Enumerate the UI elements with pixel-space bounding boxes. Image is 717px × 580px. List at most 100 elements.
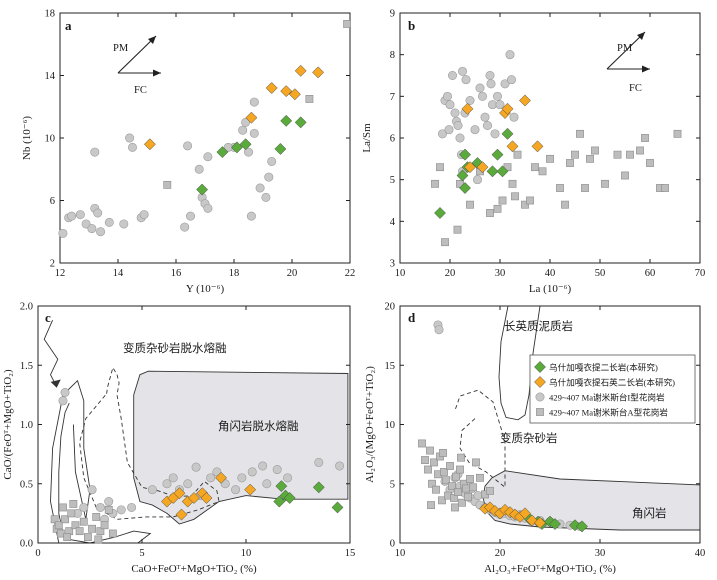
a-type-point bbox=[421, 456, 429, 464]
i-type-point bbox=[147, 485, 157, 495]
i-type-point bbox=[495, 100, 505, 110]
a-type-point bbox=[94, 535, 103, 544]
monzonite-point bbox=[283, 492, 296, 504]
qtz-monzonite-point bbox=[519, 507, 531, 520]
legend-marker bbox=[534, 376, 546, 388]
x-tick-label: 30 bbox=[595, 548, 606, 559]
legend-marker bbox=[534, 361, 546, 373]
i-type-point bbox=[241, 117, 251, 127]
y-tick-label: 2.0 bbox=[20, 302, 33, 313]
i-type-point bbox=[434, 325, 444, 335]
a-type-point bbox=[61, 515, 69, 524]
a-type-point bbox=[531, 163, 539, 172]
axes: 10 20 30 40 50 60 70 3 4 5 6 7 8 9 La (10⁻⁶) La/Sm bbox=[361, 9, 705, 296]
i-type-point bbox=[244, 147, 254, 157]
i-type-point bbox=[258, 461, 268, 471]
a-type-point bbox=[63, 533, 72, 541]
y-axis-label: Al₂O₃/(MgO+FeOᵀ+TiO₂) bbox=[364, 366, 376, 483]
a-type-point bbox=[513, 150, 522, 159]
i-type-point bbox=[116, 505, 126, 515]
a-type-point bbox=[450, 494, 458, 502]
a-type-point bbox=[428, 479, 436, 488]
a-type-point bbox=[538, 167, 547, 176]
i-type-point bbox=[283, 473, 293, 483]
x-tick-label: 70 bbox=[695, 268, 706, 279]
legend: 乌什加嘎衣提二长岩(本研究) 乌什加嘎衣提石英二长岩(本研究) 429~407 Ma… bbox=[529, 354, 696, 424]
a-type-point bbox=[556, 184, 564, 192]
i-type-point bbox=[506, 75, 516, 85]
a-type-point bbox=[458, 498, 466, 507]
i-type-point bbox=[249, 128, 259, 138]
y-tick-label: 20 bbox=[385, 302, 396, 313]
trend-curve bbox=[43, 320, 59, 387]
pm-arrow bbox=[606, 31, 646, 70]
a-type-point bbox=[440, 467, 448, 476]
legend-marker bbox=[535, 392, 545, 402]
monzonite-point bbox=[501, 127, 514, 140]
i-type-point bbox=[453, 121, 463, 131]
a-type-point bbox=[466, 475, 474, 483]
a-type-point bbox=[486, 209, 494, 217]
i-type-point bbox=[81, 219, 91, 229]
a-type-point bbox=[462, 484, 470, 493]
i-type-point bbox=[104, 497, 114, 507]
metagreywacke-field-label: 变质杂砂岩脱水熔融 bbox=[123, 341, 227, 355]
a-type-point bbox=[621, 171, 629, 180]
y-tick-label: 10 bbox=[45, 134, 56, 145]
a-type-point bbox=[446, 462, 454, 470]
a-type-point bbox=[448, 482, 456, 491]
fc-label: FC bbox=[134, 85, 147, 96]
monzonite-point bbox=[274, 142, 287, 155]
i-type-point bbox=[477, 91, 487, 101]
panel-letter: b bbox=[408, 18, 415, 33]
amphibolite-field-label: 角闪岩 bbox=[632, 506, 667, 520]
x-axis-label: Al₂O₃+FeOᵀ+MgO+TiO₂ (%) bbox=[484, 563, 616, 575]
i-type-point bbox=[90, 147, 100, 157]
felsic-pelite-field-label: 长英质泥质岩 bbox=[504, 319, 573, 333]
i-type-point bbox=[203, 152, 213, 162]
a-type-point bbox=[430, 458, 438, 467]
i-type-point bbox=[450, 108, 460, 118]
i-type-point bbox=[162, 479, 172, 489]
monzonite-point bbox=[239, 138, 252, 151]
y-tick-label: 6 bbox=[390, 134, 395, 145]
qtz-monzonite-point bbox=[501, 102, 514, 115]
monzonite-point bbox=[491, 148, 504, 161]
a-type-point bbox=[69, 499, 78, 508]
a-type-point bbox=[438, 496, 446, 505]
panel-letter: a bbox=[65, 18, 72, 33]
i-type-point bbox=[505, 50, 515, 60]
i-type-point bbox=[473, 491, 483, 501]
i-type-point bbox=[67, 211, 77, 221]
panel-b: 10 20 30 40 50 60 70 3 4 5 6 7 8 9 La (10⁻⁶) La/Sm b PM FC bbox=[361, 9, 705, 296]
x-tick-label: 12 bbox=[55, 268, 66, 279]
panel-c: 0 5 10 15 0.0 0.5 1.0 1.5 2.0 CaO+FeOᵀ+MgO+TiO₂ (… bbox=[2, 302, 355, 576]
i-type-point bbox=[482, 121, 492, 131]
x-tick-label: 5 bbox=[139, 548, 144, 559]
i-type-point bbox=[247, 467, 257, 477]
legend-label: 429~407 Ma谢米斯台A型花岗岩 bbox=[549, 407, 668, 418]
qtz-monzonite-point bbox=[288, 88, 301, 101]
i-type-point bbox=[272, 465, 282, 475]
a-type-point bbox=[661, 184, 669, 192]
qtz-monzonite-point bbox=[526, 514, 538, 527]
qtz-monzonite-point bbox=[294, 64, 307, 77]
i-type-point bbox=[237, 473, 247, 483]
i-type-point bbox=[480, 112, 490, 122]
a-type-point bbox=[343, 20, 351, 28]
a-type-point bbox=[581, 184, 589, 192]
i-type-point bbox=[445, 100, 455, 110]
a-type-point bbox=[418, 439, 426, 448]
i-type-point bbox=[93, 208, 103, 218]
y-tick-label: 1.0 bbox=[20, 420, 33, 431]
qtz-monzonite-point bbox=[531, 140, 544, 153]
a-type-point bbox=[591, 146, 599, 155]
monzonite-point bbox=[196, 183, 209, 196]
y-tick-label: 4 bbox=[390, 217, 396, 228]
y-axis-label: Nb (10⁻⁶) bbox=[21, 116, 33, 160]
a-type-point bbox=[452, 472, 460, 481]
y-tick-label: 18 bbox=[45, 9, 56, 20]
data-points bbox=[58, 20, 351, 238]
qtz-monzonite-point bbox=[215, 471, 227, 484]
x-tick-label: 50 bbox=[595, 268, 606, 279]
